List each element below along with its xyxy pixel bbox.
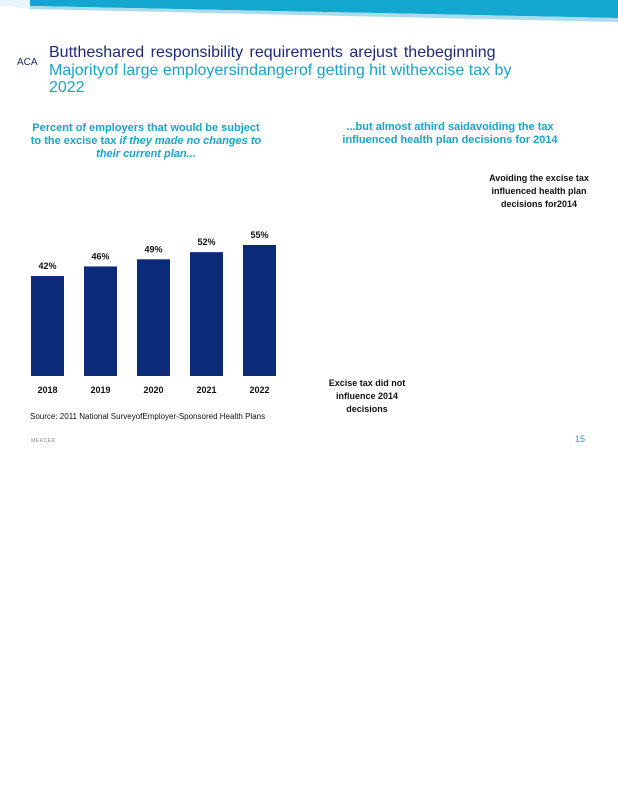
left-subtitle-text: Percent of employers that would be subje… [30,122,260,147]
x-tick-2020: 2020 [143,385,163,395]
right-panel-subtitle: ...but almost athird saidavoiding the ta… [342,121,558,146]
data-label-2022: 55% [250,230,268,240]
pie-label-not-influenced: Excise tax did not influence 2014 decisi… [328,378,406,414]
bar-2021 [190,252,223,376]
title-line-1: Buttheshared responsibility requirements… [49,44,496,61]
page-number: 15 [575,434,586,444]
source-note: Source: 2011 National SurveyofEmployer-S… [30,412,266,421]
bar-2022 [243,245,276,376]
x-tick-2021: 2021 [196,385,216,395]
left-subtitle-emphasis: if they made no changes to their current… [96,135,262,160]
data-label-2018: 42% [38,261,56,271]
bar-2020 [137,259,170,376]
mercer-logo: MERCER [31,438,56,444]
pie-label-avoiding: Avoiding the excise tax influenced healt… [489,173,589,209]
data-label-2021: 52% [197,237,215,247]
data-label-2020: 49% [144,244,162,254]
top-banner [0,0,618,22]
title-line-2: Majorityof large employersindangerof get… [49,62,512,96]
x-tick-2022: 2022 [249,385,269,395]
bar-chart: 42% 2018 46% 2019 49% 2020 52% 2021 55% 2022 [31,230,276,395]
section-tag: ACA [17,57,38,68]
bar-2018 [31,275,64,376]
x-tick-2019: 2019 [90,385,110,395]
bar-2019 [84,266,117,376]
x-tick-2018: 2018 [37,385,57,395]
data-label-2019: 46% [91,251,109,261]
left-chart-subtitle: Percent of employers that would be subje… [28,122,264,161]
